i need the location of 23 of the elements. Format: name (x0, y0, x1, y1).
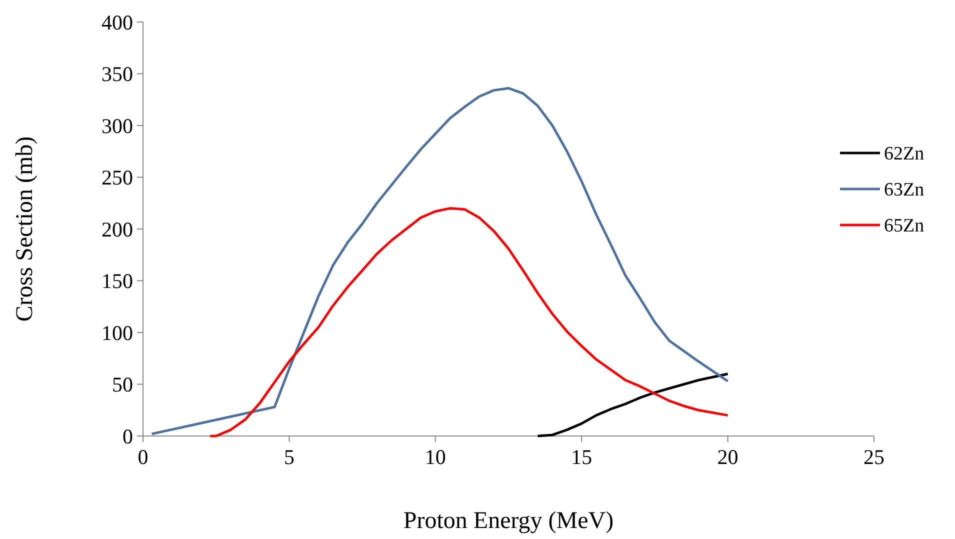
y-tick-label: 100 (102, 320, 133, 345)
y-tick-label: 150 (102, 269, 133, 294)
y-tick-label: 300 (102, 114, 133, 138)
y-tick-label: 0 (122, 424, 133, 448)
y-tick-label: 250 (102, 166, 133, 190)
y-tick-label: 400 (102, 10, 133, 34)
x-axis-title: Proton Energy (MeV) (403, 508, 614, 534)
x-tick-label: 15 (571, 445, 592, 469)
legend-label: 63Zn (884, 180, 925, 201)
x-tick-label: 10 (424, 445, 446, 469)
line-series (209, 207, 730, 438)
y-tick-label: 50 (112, 372, 133, 397)
x-tick-label: 20 (717, 445, 738, 469)
y-axis-title: Cross Section (mb) (12, 136, 38, 322)
legend-label: 65Zn (884, 216, 925, 237)
x-tick-label: 0 (138, 445, 148, 469)
y-tick-label: 200 (102, 217, 133, 242)
x-tick-label: 5 (284, 445, 294, 469)
legend-label: 62Zn (884, 144, 925, 165)
line-series (536, 372, 730, 438)
y-tick-label: 350 (102, 62, 133, 86)
line-series (150, 86, 730, 436)
x-tick-label: 25 (864, 445, 884, 469)
